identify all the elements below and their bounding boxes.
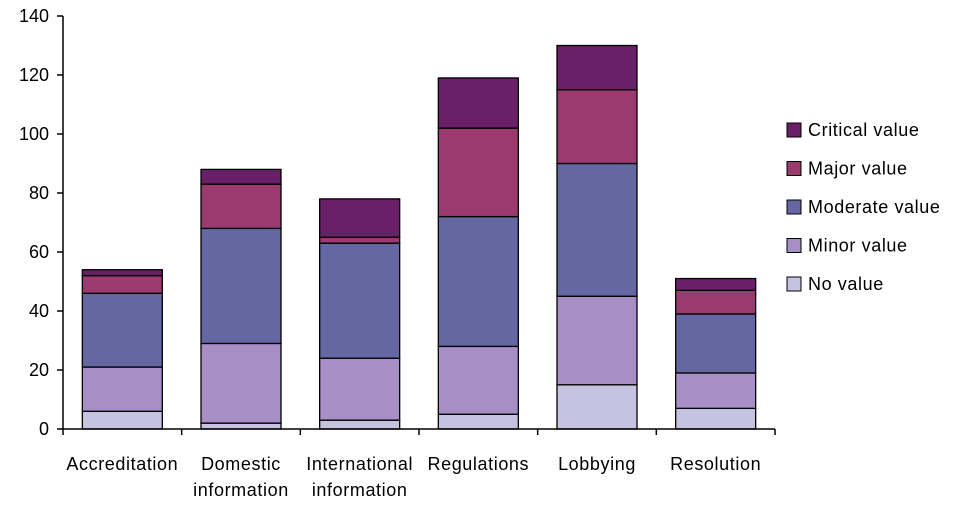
x-category-label: information xyxy=(312,480,408,500)
y-tick-label: 140 xyxy=(19,6,49,26)
legend-label: No value xyxy=(808,274,884,294)
x-category-label: information xyxy=(193,480,289,500)
bar-segment-major-value xyxy=(437,127,519,218)
legend-label: Critical value xyxy=(808,120,919,140)
legend-label: Moderate value xyxy=(808,197,940,217)
legend-label: Minor value xyxy=(808,236,908,256)
bar-segment-critical-value xyxy=(556,44,638,91)
bar-segment-major-value xyxy=(81,274,163,294)
bar-segment-moderate-value xyxy=(200,227,282,345)
bar-segment-major-value xyxy=(675,289,757,315)
x-category-label: Domestic xyxy=(201,454,281,474)
y-tick-label: 0 xyxy=(39,419,49,439)
x-axis-labels: Accreditation Domestic information Internat… xyxy=(66,454,761,500)
x-category-label: Resolution xyxy=(670,454,761,474)
legend-swatch xyxy=(786,238,802,253)
bar-segment-minor-value xyxy=(81,366,163,412)
bar-segment-major-value xyxy=(200,183,282,230)
axes xyxy=(62,16,776,435)
bar-segment-critical-value xyxy=(675,277,757,291)
bar-segment-moderate-value xyxy=(319,242,401,359)
y-tick-label: 100 xyxy=(19,124,49,144)
bar-segment-moderate-value xyxy=(437,215,519,348)
bar-segment-moderate-value xyxy=(81,292,163,368)
legend-swatch xyxy=(786,276,802,292)
x-category-label: Regulations xyxy=(427,454,529,474)
y-axis-ticks: 0 20 40 60 80 100 120 140 xyxy=(19,6,63,439)
x-category-label: Lobbying xyxy=(558,454,636,474)
bar-segment-critical-value xyxy=(81,269,163,277)
legend-swatch xyxy=(786,122,802,138)
bar-segment-moderate-value xyxy=(556,162,638,297)
bar-segment-no-value xyxy=(556,384,638,430)
bar-segment-major-value xyxy=(556,89,638,165)
bar-segment-critical-value xyxy=(319,198,401,238)
bar-segment-no-value xyxy=(81,410,163,430)
bar-segment-critical-value xyxy=(437,77,519,129)
bar-segment-no-value xyxy=(675,407,757,430)
bar-segment-minor-value xyxy=(556,295,638,386)
legend-label: Major value xyxy=(808,159,908,179)
bar-segment-moderate-value xyxy=(675,313,757,374)
bar-segment-minor-value xyxy=(319,357,401,421)
bar-segment-minor-value xyxy=(200,342,282,424)
y-tick-label: 120 xyxy=(19,65,49,85)
y-tick-label: 80 xyxy=(29,183,49,203)
bar-segment-critical-value xyxy=(200,168,282,185)
bars xyxy=(81,44,757,430)
bar-segment-major-value xyxy=(319,236,401,244)
bar-segment-no-value xyxy=(200,422,282,430)
legend-swatch xyxy=(786,161,802,176)
legend: Critical value Major value Moderate value M… xyxy=(786,120,940,294)
bar-segment-no-value xyxy=(319,419,401,430)
x-category-label: Accreditation xyxy=(66,454,178,474)
y-tick-label: 40 xyxy=(29,301,49,321)
bar-segment-minor-value xyxy=(675,372,757,410)
y-tick-label: 20 xyxy=(29,360,49,380)
x-category-label: International xyxy=(306,454,413,474)
legend-swatch xyxy=(786,199,802,215)
y-tick-label: 60 xyxy=(29,242,49,262)
bar-segment-minor-value xyxy=(437,345,519,415)
bar-segment-no-value xyxy=(437,413,519,430)
